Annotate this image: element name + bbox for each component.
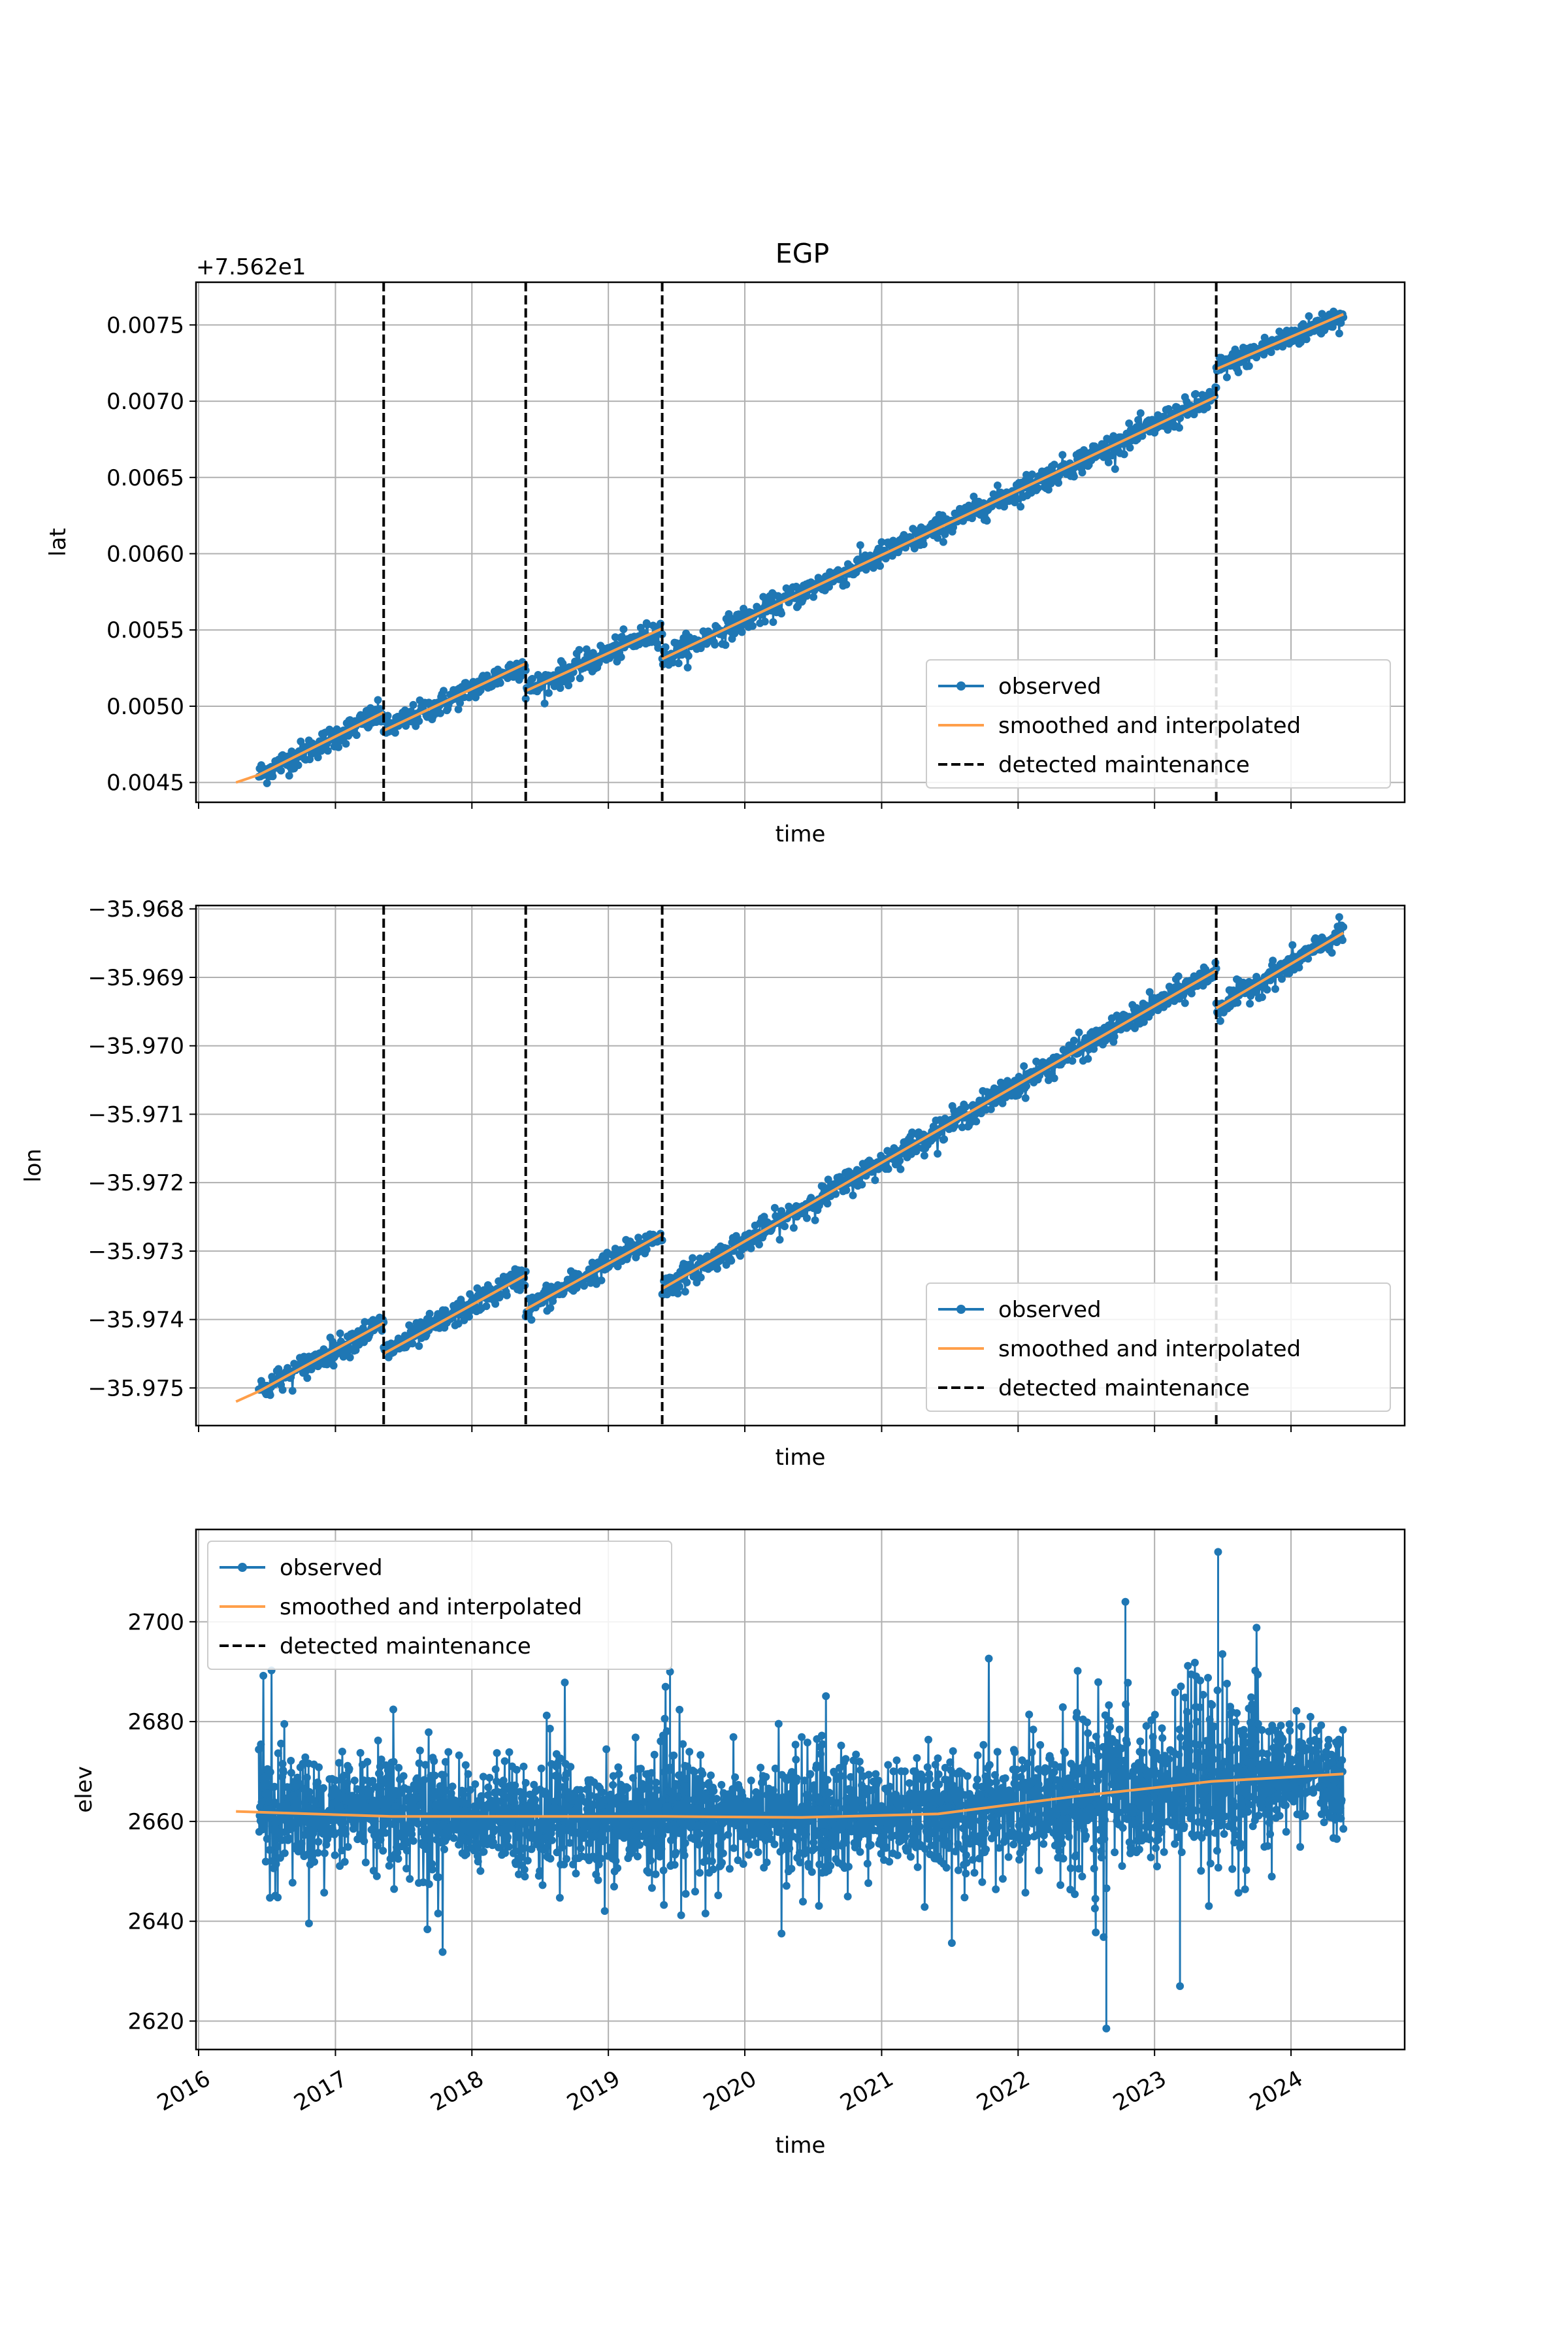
observed-outlier-point — [1102, 2024, 1111, 2033]
legend-label: smoothed and interpolated — [998, 1336, 1301, 1362]
x-axis-label: time — [776, 821, 826, 847]
smoothed-line — [525, 1232, 663, 1311]
elev-subplot: 2016 2017 2018 2019 2020 2021 2022 2023 2024 2620… — [71, 1528, 1406, 2159]
smoothed-line — [383, 1273, 527, 1355]
y-tick-label: 0.0045 — [106, 770, 184, 796]
smoothed-line — [1215, 932, 1345, 1009]
legend-box — [926, 659, 1391, 789]
y-tick-label: 2680 — [127, 1709, 184, 1735]
legend-box — [207, 1541, 672, 1670]
legend-label: observed — [998, 1297, 1102, 1323]
legend: observed smoothed and interpolated detecte… — [926, 659, 1391, 789]
x-tick-label: 2016 — [153, 2066, 215, 2117]
x-tick-label: 2020 — [699, 2066, 761, 2117]
y-tick-label: 2640 — [127, 1909, 184, 1935]
observed-points — [521, 619, 666, 708]
legend-label: smoothed and interpolated — [998, 713, 1301, 739]
observed-outlier-point — [1121, 1597, 1130, 1606]
y-tick-label: 0.0050 — [106, 694, 184, 720]
legend-label: smoothed and interpolated — [280, 1594, 582, 1620]
smoothed-line — [525, 627, 663, 693]
observed-points — [1212, 913, 1348, 1025]
y-tick-label: −35.969 — [88, 965, 184, 991]
x-tick-label: 2024 — [1245, 2066, 1307, 2117]
legend-box — [926, 1282, 1391, 1412]
legend: observed smoothed and interpolated detecte… — [207, 1541, 672, 1670]
smoothed-line — [661, 969, 1217, 1290]
y-tick-label: 0.0055 — [106, 617, 184, 644]
x-axis-label: time — [776, 1445, 826, 1471]
x-axis-label: time — [776, 2132, 826, 2159]
y-tick-label: −35.973 — [88, 1239, 184, 1265]
y-axis-label: elev — [71, 1766, 97, 1812]
smoothed-line — [383, 662, 527, 732]
smoothed-line — [1215, 313, 1344, 370]
x-tick-label: 2018 — [426, 2066, 488, 2117]
legend-observed-marker — [956, 1305, 966, 1314]
chart-title: EGP — [776, 238, 829, 269]
axes-frame — [195, 904, 1406, 1427]
lon-subplot: −35.975 −35.974 −35.973 −35.972 −35.971 −35.9… — [20, 896, 1406, 1471]
axes-frame — [195, 1528, 1406, 2051]
y-tick-label: −35.975 — [88, 1375, 184, 1401]
legend-label: detected maintenance — [998, 1375, 1250, 1401]
y-axis-label: lon — [20, 1149, 46, 1183]
y-tick-label: −35.971 — [88, 1102, 184, 1128]
smoothed-line — [235, 1390, 259, 1403]
legend-observed-marker — [956, 681, 966, 691]
plot-area — [236, 1548, 1348, 2033]
observed-outlier-point — [1214, 1548, 1222, 1556]
observed-points — [255, 696, 388, 787]
smoothed-line — [236, 1772, 1344, 1819]
observed-series — [255, 1548, 1348, 2033]
y-tick-label: 0.0070 — [106, 389, 184, 415]
smoothed-line — [235, 774, 259, 784]
y-tick-label: 2700 — [127, 1609, 184, 1635]
plot-area — [235, 913, 1348, 1403]
x-tick-label: 2023 — [1109, 2066, 1171, 2117]
y-tick-label: 2660 — [127, 1809, 184, 1835]
axes-frame — [195, 281, 1406, 804]
y-tick-label: −35.968 — [88, 896, 184, 923]
legend-observed-marker — [238, 1563, 247, 1572]
legend-label: detected maintenance — [998, 752, 1250, 778]
legend-label: observed — [998, 674, 1102, 700]
x-tick-label: 2021 — [836, 2066, 898, 2117]
x-tick-label: 2019 — [563, 2066, 625, 2117]
y-tick-label: 2620 — [127, 2008, 184, 2034]
y-tick-label: 0.0065 — [106, 465, 184, 491]
x-tick-label: 2017 — [289, 2066, 351, 2117]
y-tick-label: −35.970 — [88, 1034, 184, 1060]
y-tick-label: −35.972 — [88, 1170, 184, 1196]
lat-subplot: 0.0045 0.0050 0.0055 0.0060 0.0065 0.0070 0.00… — [45, 254, 1406, 847]
y-tick-label: 0.0075 — [106, 312, 184, 338]
x-tick-label: 2022 — [972, 2066, 1034, 2117]
legend: observed smoothed and interpolated detecte… — [926, 1282, 1391, 1412]
smoothed-line — [258, 711, 385, 776]
y-tick-label: −35.974 — [88, 1307, 184, 1333]
y-tick-label: 0.0060 — [106, 542, 184, 568]
y-offset-text: +7.562e1 — [196, 254, 306, 280]
plot-area — [235, 307, 1348, 787]
legend-label: observed — [280, 1555, 383, 1581]
smoothed-line — [258, 1322, 385, 1393]
smoothed-line — [661, 395, 1217, 661]
y-axis-label: lat — [45, 528, 71, 557]
legend-label: detected maintenance — [280, 1633, 531, 1659]
observed-points — [255, 1624, 1348, 1956]
observed-outlier-point — [1176, 1982, 1184, 1990]
